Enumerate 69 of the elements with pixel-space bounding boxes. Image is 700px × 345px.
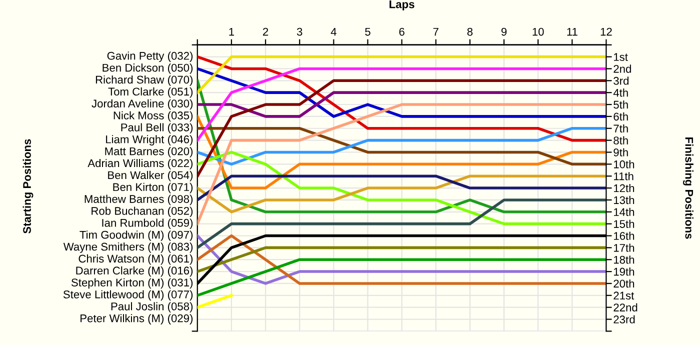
series-label: Nick Moss (035) xyxy=(114,111,193,122)
y2-tick-label: 13th xyxy=(614,196,634,204)
y2-axis-title: Finishing Positions xyxy=(683,138,694,239)
y2-tick-label: 18th xyxy=(614,256,634,264)
y2-tick-label: 17th xyxy=(614,244,634,252)
x-tick-label: 6 xyxy=(399,28,404,36)
x-tick-label: 7 xyxy=(433,28,438,36)
y2-tick-label: 7th xyxy=(614,124,628,132)
series-label: Matthew Barnes (098) xyxy=(84,194,193,206)
y2-tick-label: 8th xyxy=(614,136,628,144)
line-series xyxy=(197,258,606,297)
line-series xyxy=(197,174,606,214)
series-label: Ian Rumbold (059) xyxy=(102,218,193,229)
y2-tick-label: 23rd xyxy=(614,315,635,324)
series-label: Steve Littlewood (M) (077) xyxy=(63,290,193,301)
x-tick-label: 3 xyxy=(296,28,302,36)
x-tick-label: 4 xyxy=(330,28,336,36)
y2-tick-label: 6th xyxy=(614,112,628,121)
y2-tick-label: 2nd xyxy=(614,64,631,73)
line-series xyxy=(197,126,606,166)
y2-tick-label: 14th xyxy=(614,208,634,216)
y2-tick-label: 19th xyxy=(614,268,634,276)
series-label: Stephen Kirton (M) (031) xyxy=(71,278,193,289)
series-label: Gavin Petty (032) xyxy=(107,52,193,62)
line-series xyxy=(197,103,606,226)
x-tick-label: 1 xyxy=(229,28,234,36)
line-series xyxy=(197,79,606,178)
series-label: Chris Watson (M) (061) xyxy=(78,254,193,265)
x-tick-label: 2 xyxy=(263,28,268,36)
line-series xyxy=(197,150,606,226)
series-label: Tom Clarke (051) xyxy=(108,87,193,98)
series-label: Paul Bell (033) xyxy=(121,123,193,134)
x-tick-label: 10 xyxy=(532,28,544,36)
series-label: Ben Kirton (071) xyxy=(113,182,193,194)
text: Rob Buchanan (052) xyxy=(92,206,193,218)
series-label: Jordan Aveline (030) xyxy=(92,99,193,110)
y2-tick-label: 16th xyxy=(614,232,634,240)
line-series xyxy=(197,115,606,190)
y2-tick-label: 21st xyxy=(614,292,634,300)
series-label: Tim Goodwin (M) (097) xyxy=(80,230,193,241)
series-label: Wayne Smithers (M) (083) xyxy=(63,242,193,253)
line-series xyxy=(197,67,606,118)
y2-tick-label: 9th xyxy=(614,148,628,156)
series-label: Darren Clarke (M) (016) xyxy=(76,266,193,277)
series-label: Adrian Williams (022) xyxy=(88,158,193,170)
series-label: Liam Wright (046) xyxy=(106,135,193,146)
x-tick-label: 12 xyxy=(600,28,612,36)
text: Starting Positions xyxy=(22,139,34,234)
y2-tick-label: 12th xyxy=(614,184,634,192)
y2-tick-label: 22nd xyxy=(614,303,638,312)
x-tick-label: 5 xyxy=(365,28,370,36)
series-label: Richard Shaw (070) xyxy=(96,75,193,86)
x-tick-label: 9 xyxy=(501,28,507,36)
x-tick-label: 11 xyxy=(567,28,578,36)
y2-tick-label: 11th xyxy=(614,172,634,180)
series-label: Ben Dickson (050) xyxy=(102,64,193,74)
y2-tick-label: 15th xyxy=(614,220,634,228)
y2-tick-label: 5th xyxy=(614,100,628,109)
x-tick-label: 8 xyxy=(467,28,473,36)
y2-tick-label: 3rd xyxy=(614,76,628,85)
series-label: Paul Joslin (058) xyxy=(111,302,193,313)
y2-tick-label: 10th xyxy=(614,160,634,168)
text: Peter Wilkins (M) (029) xyxy=(80,314,193,324)
y2-tick-label: 1st xyxy=(614,53,628,61)
x-axis-title: Laps xyxy=(390,0,414,10)
series-label: Matt Barnes (020) xyxy=(105,147,193,158)
y2-tick-label: 20th xyxy=(614,279,634,288)
series-label: Ben Walker (054) xyxy=(108,170,193,182)
y2-tick-label: 4th xyxy=(613,88,628,97)
